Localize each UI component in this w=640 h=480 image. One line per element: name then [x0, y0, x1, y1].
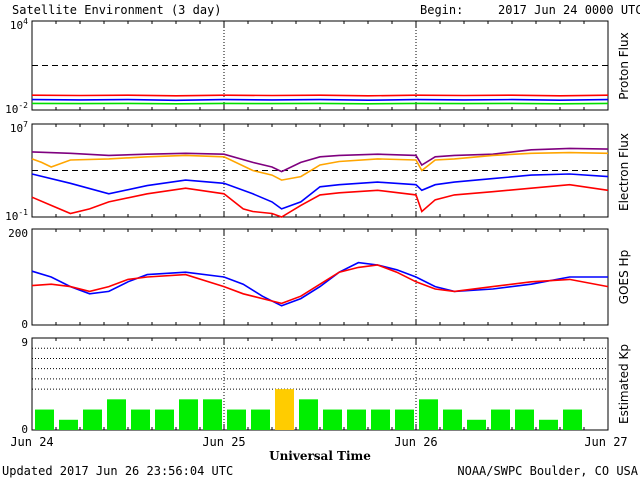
kp-bar [275, 389, 294, 430]
kp-bar [515, 409, 534, 430]
updated-timestamp: Updated 2017 Jun 26 23:56:04 UTC [2, 464, 233, 478]
goes-hp-label: GOES Hp [617, 250, 631, 304]
estimated-kp-panel: 90 [21, 336, 609, 436]
kp-bar [59, 419, 78, 430]
kp-bar [467, 419, 486, 430]
kp-bar [419, 399, 438, 430]
y-tick-label: 10-1 [5, 208, 28, 223]
kp-bar [539, 419, 558, 430]
y-tick-label: 104 [10, 17, 28, 32]
kp-bar [347, 409, 366, 430]
chart-title: Satellite Environment (3 day) [12, 3, 222, 17]
plot-frame [31, 228, 609, 326]
kp-bar [35, 409, 54, 430]
proton-flux-label: Proton Flux [617, 32, 631, 99]
y-tick-label: 10-2 [5, 101, 28, 116]
begin-label: Begin: [420, 3, 463, 17]
kp-bar [83, 409, 102, 430]
kp-bar [371, 409, 390, 430]
proton-flux-panel: 104 10-2 [5, 17, 609, 116]
series-line [31, 264, 609, 305]
kp-bar [299, 399, 318, 430]
kp-bar [131, 409, 150, 430]
electron-flux-label: Electron Flux [617, 133, 631, 211]
kp-bar [443, 409, 462, 430]
plot-frame [31, 123, 609, 218]
y-tick-label: 200 [8, 227, 28, 240]
kp-bar [227, 409, 246, 430]
kp-bar [203, 399, 222, 430]
x-axis-label: Universal Time [269, 449, 371, 463]
plot-frame [31, 20, 609, 111]
y-tick-label: 0 [21, 423, 28, 436]
kp-bar [107, 399, 126, 430]
kp-bar [251, 409, 270, 430]
kp-bar [491, 409, 510, 430]
x-tick-label: Jun 24 [10, 435, 53, 449]
kp-bar [155, 409, 174, 430]
x-tick-label: Jun 27 [584, 435, 627, 449]
y-tick-label: 107 [10, 120, 28, 135]
electron-flux-panel: 107 10-1 [5, 120, 609, 223]
series-line [31, 151, 609, 181]
series-line [31, 147, 609, 173]
kp-bar [323, 409, 342, 430]
kp-bar [179, 399, 198, 430]
y-tick-label: 9 [21, 336, 28, 349]
x-tick-label: Jun 25 [202, 435, 245, 449]
data-source: NOAA/SWPC Boulder, CO USA [457, 464, 638, 478]
kp-bar [395, 409, 414, 430]
begin-value: 2017 Jun 24 0000 UTC [498, 3, 640, 17]
series-line [31, 173, 609, 210]
series-line [31, 183, 609, 218]
kp-bar [563, 409, 582, 430]
series-line [31, 94, 609, 97]
series-line [31, 98, 609, 102]
x-tick-label: Jun 26 [394, 435, 437, 449]
estimated-kp-label: Estimated Kp [617, 344, 631, 424]
y-tick-label: 0 [21, 318, 28, 331]
